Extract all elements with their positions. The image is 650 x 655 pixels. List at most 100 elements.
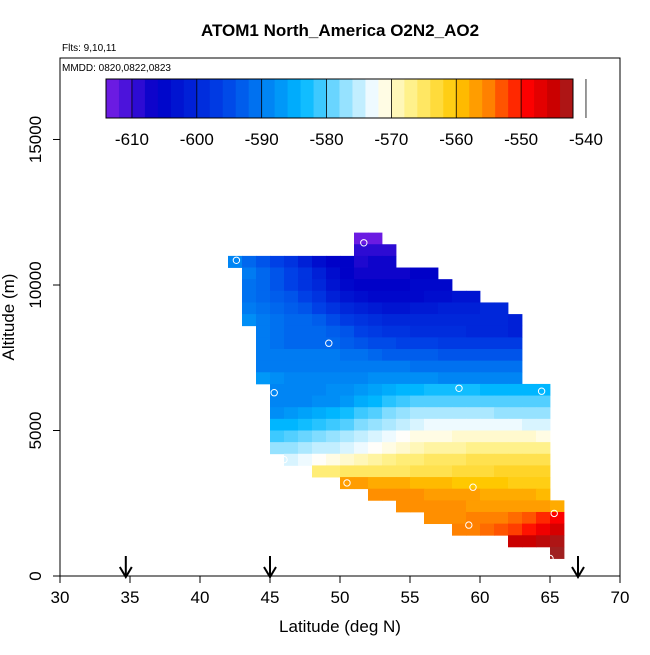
heatmap-cell <box>508 442 523 455</box>
heatmap-cell <box>438 325 453 338</box>
heatmap-cell <box>312 418 327 431</box>
heatmap-cell <box>410 337 425 350</box>
heatmap-cell <box>354 349 369 362</box>
heatmap-cell <box>326 372 341 385</box>
heatmap-cell <box>256 290 271 303</box>
heatmap-cell <box>424 325 439 338</box>
heatmap-cell <box>550 535 565 548</box>
heatmap-cell <box>508 372 523 385</box>
heatmap-cell <box>508 314 523 327</box>
colorbar-segment <box>469 79 483 118</box>
heatmap-cell <box>298 430 313 443</box>
heatmap-cell <box>340 349 355 362</box>
heatmap-cell <box>466 372 481 385</box>
heatmap-cell <box>480 477 495 490</box>
heatmap-cell <box>354 232 369 245</box>
heatmap-cell <box>256 279 271 292</box>
heatmap-cell <box>326 430 341 443</box>
heatmap-cell <box>312 395 327 408</box>
heatmap-cell <box>284 418 299 431</box>
heatmap-cell <box>522 511 537 525</box>
colorbar-segment <box>287 79 302 118</box>
heatmap-cell <box>368 488 383 501</box>
dates-label: MMDD: 0820,0822,0823 <box>62 63 171 74</box>
heatmap-cell <box>368 418 383 431</box>
heatmap-cell <box>354 465 369 478</box>
heatmap-cell <box>508 523 523 536</box>
heatmap-cell <box>536 383 551 396</box>
heatmap-cell <box>508 349 523 362</box>
y-tick-label: 0 <box>26 571 45 580</box>
heatmap-cell <box>368 372 383 385</box>
heatmap-cell <box>298 418 313 431</box>
heatmap-cell <box>452 418 467 431</box>
heatmap-cell <box>494 418 509 431</box>
x-tick-label: 70 <box>611 588 630 607</box>
heatmap-cell <box>452 349 467 362</box>
heatmap-cell <box>340 290 355 303</box>
heatmap-cell <box>410 453 425 466</box>
heatmap-cell <box>452 372 467 385</box>
heatmap-cell <box>410 442 425 455</box>
heatmap-cell <box>340 442 355 455</box>
heatmap-cell <box>438 360 453 373</box>
heatmap-cell <box>494 360 509 373</box>
colorbar-segment <box>170 79 185 118</box>
heatmap-cell <box>494 302 509 315</box>
heatmap-cell <box>382 290 397 303</box>
heatmap-cell <box>382 302 397 315</box>
heatmap-cell <box>438 337 453 350</box>
colorbar-segment <box>378 79 392 118</box>
heatmap-cell <box>284 395 299 408</box>
heatmap-cell <box>326 290 341 303</box>
heatmap-cell <box>270 349 285 362</box>
heatmap-cell <box>340 314 355 327</box>
heatmap-cell <box>368 465 383 478</box>
heatmap-cell <box>438 314 453 327</box>
heatmap-cell <box>438 500 453 513</box>
colorbar-segment <box>235 79 250 118</box>
heatmap-cell <box>298 372 313 385</box>
heatmap-cell <box>410 325 425 338</box>
colorbar-segment <box>365 79 379 118</box>
heatmap-cell <box>522 442 537 455</box>
heatmap-cell <box>396 267 411 280</box>
heatmap-cell <box>466 442 481 455</box>
heatmap-cell <box>480 325 495 338</box>
heatmap-cell <box>298 407 313 420</box>
heatmap-cell <box>480 337 495 350</box>
heatmap-cell <box>354 418 369 431</box>
heatmap-cell <box>452 523 467 536</box>
heatmap-cell <box>466 430 481 443</box>
heatmap-cell <box>368 383 383 396</box>
heatmap-cell <box>256 255 271 268</box>
heatmap-cell <box>494 337 509 350</box>
heatmap-cell <box>354 337 369 350</box>
heatmap-cell <box>438 372 453 385</box>
heatmap-cell <box>508 453 523 466</box>
heatmap-cell <box>242 290 257 303</box>
heatmap-cell <box>396 453 411 466</box>
heatmap-cell <box>480 349 495 362</box>
heatmap-cell <box>494 442 509 455</box>
heatmap-cell <box>382 383 397 396</box>
heatmap-cell <box>508 430 523 443</box>
heatmap-cell <box>494 523 509 536</box>
heatmap-cell <box>354 372 369 385</box>
heatmap-cell <box>368 430 383 443</box>
flights-label: Flts: 9,10,11 <box>62 43 117 54</box>
heatmap-cell <box>466 383 481 396</box>
heatmap-cell <box>270 383 285 396</box>
heatmap-cell <box>424 267 439 280</box>
heatmap-cell <box>368 232 383 245</box>
colorbar-segment <box>313 79 328 118</box>
heatmap-cell <box>396 337 411 350</box>
heatmap-cell <box>410 302 425 315</box>
heatmap-cell <box>452 407 467 420</box>
heatmap-cell <box>270 395 285 408</box>
heatmap-cell <box>480 488 495 501</box>
heatmap-cell <box>284 349 299 362</box>
colorbar-segment <box>209 79 224 118</box>
heatmap-cell <box>368 325 383 338</box>
heatmap-cell <box>466 360 481 373</box>
